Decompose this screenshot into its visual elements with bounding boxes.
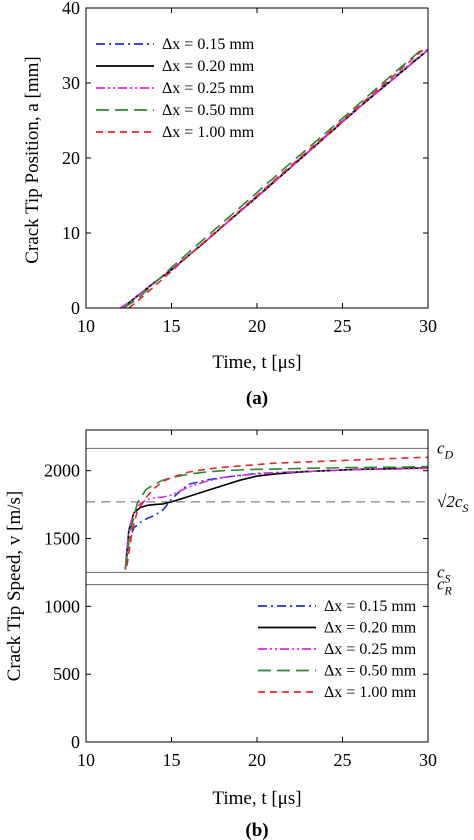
panel-b-ylabel: Crack Tip Speed, v [m/s] [4,491,25,682]
reference-line-label: cR [437,575,453,598]
reference-line-label-base: c [437,575,445,594]
reference-line-label-base: c [437,562,445,581]
legend-label: Δx = 1.00 mm [324,684,417,701]
legend-label: Δx = 1.00 mm [162,124,255,141]
series-line-x-0-20-mm [124,467,429,570]
x-tick-label: 15 [163,316,181,336]
legend-label: Δx = 0.50 mm [162,102,255,119]
y-tick-label: 30 [62,73,80,93]
y-tick-label: 1000 [44,596,80,616]
reference-line-label-subscript: S [445,571,451,585]
x-tick-label: 20 [248,750,266,770]
x-tick-label: 10 [77,316,95,336]
legend-label: Δx = 0.20 mm [324,620,417,637]
panel-a-plot-frame [85,7,429,309]
panel-a-ylabel: Crack Tip Position, a [mm] [22,56,43,263]
panel-b-legend: Δx = 0.15 mm Δx = 0.20 mm Δx = 0.25 mm Δx =… [258,598,417,701]
series-line-x-1-00-mm [128,47,426,309]
y-tick-label: 500 [53,664,80,684]
x-tick-label: 20 [248,316,266,336]
x-tick-label: 30 [419,750,437,770]
panel-a-series-group [119,46,429,309]
y-tick-label: 10 [62,223,80,243]
reference-line-label-subscript: D [444,447,454,461]
reference-line-label: √2cS [437,492,468,515]
x-tick-label: 15 [163,750,181,770]
legend-label: Δx = 0.20 mm [162,58,255,75]
y-tick-label: 40 [62,0,80,18]
legend-label: Δx = 0.15 mm [162,36,255,53]
panel-b-label: (b) [245,820,268,840]
series-line-x-0-50-mm [124,465,429,569]
reference-line-label-subscript: R [444,584,453,598]
legend-label: Δx = 0.25 mm [324,641,417,658]
legend-label: Δx = 0.15 mm [324,598,417,615]
legend-label: Δx = 0.25 mm [162,80,255,97]
reference-line-label-subscript: S [462,501,468,515]
y-tick-label: 20 [62,148,80,168]
panel-a-label: (a) [246,388,268,409]
series-line-x-0-15-mm [124,467,429,570]
reference-line-label-base: √2c [437,492,463,511]
y-tick-label: 2000 [44,461,80,481]
series-line-x-1-00-mm [126,456,429,566]
reference-line-label-base: c [437,438,445,457]
panel-b-xlabel: Time, t [μs] [212,788,301,809]
reference-line-label: cD [437,438,454,461]
x-tick-label: 25 [334,750,352,770]
x-tick-label: 25 [334,316,352,336]
reference-line-label: cS [437,562,451,585]
x-tick-label: 10 [77,750,95,770]
series-line-x-0-50-mm [123,46,426,309]
y-tick-label: 0 [71,732,80,752]
panel-a-legend: Δx = 0.15 mm Δx = 0.20 mm Δx = 0.25 mm Δx =… [96,36,255,141]
y-tick-label: 0 [71,298,80,318]
series-line-x-0-25-mm [124,467,429,570]
panel-b-ticks: 10 15 20 25 30 0 500 1000 1500 2000 [44,430,437,770]
series-line-x-0-25-mm [119,49,429,309]
x-tick-label: 30 [419,316,437,336]
legend-label: Δx = 0.50 mm [324,663,417,680]
panel-a-xlabel: Time, t [μs] [212,352,301,373]
y-tick-label: 1500 [44,529,80,549]
panel-b-series-group [124,456,429,570]
